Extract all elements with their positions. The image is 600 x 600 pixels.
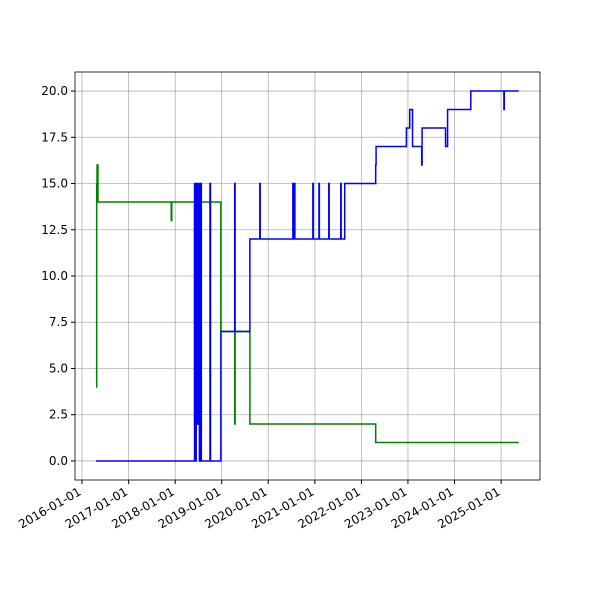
y-tick-label: 7.5: [49, 315, 68, 329]
plot-frame: [74, 71, 541, 481]
y-tick-label: 15.0: [41, 177, 68, 191]
y-tick-label: 10.0: [41, 269, 68, 283]
y-tick-label: 2.5: [49, 408, 68, 422]
y-tick-label: 17.5: [41, 130, 68, 144]
series-line: [96, 90, 519, 462]
y-tick-label: 20.0: [41, 84, 68, 98]
y-tick-label: 0.0: [49, 454, 68, 468]
y-tick-label: 5.0: [49, 361, 68, 375]
y-tick-label: 12.5: [41, 223, 68, 237]
